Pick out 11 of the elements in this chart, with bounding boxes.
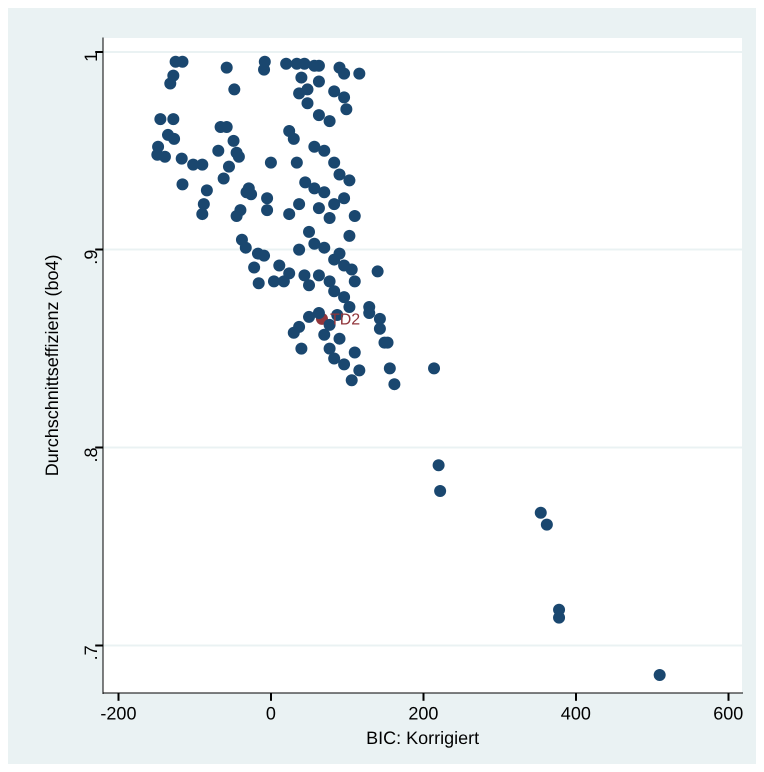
x-tick-label: 600 bbox=[713, 704, 744, 724]
x-tick-label: 0 bbox=[266, 704, 276, 724]
x-axis-title: BIC: Korrigiert bbox=[366, 728, 480, 748]
y-tick-label: 1 bbox=[81, 52, 102, 62]
x-tick-label: 400 bbox=[560, 704, 591, 724]
y-axis-title: Durchschnittseffizienz (bo4) bbox=[42, 254, 62, 476]
y-tick-label: .7 bbox=[81, 645, 102, 660]
x-tick-label: -200 bbox=[100, 704, 136, 724]
x-tick-label: 200 bbox=[408, 704, 438, 724]
y-tick-label: .9 bbox=[81, 250, 102, 265]
y-tick-label: .8 bbox=[81, 447, 102, 463]
